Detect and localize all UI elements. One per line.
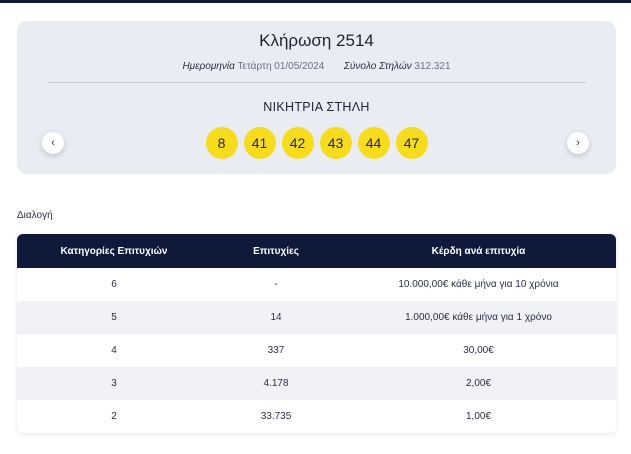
chevron-right-icon: ›: [576, 137, 580, 149]
draw-meta: Ημερομηνία Τετάρτη 01/05/2024 Σύνολο Στη…: [17, 61, 616, 72]
winners-cell: 337: [267, 345, 285, 356]
table-header: Κατηγορίες Επιτυχιών Επιτυχίες Κέρδη ανά…: [17, 234, 616, 268]
table-row: 2 33.735 1,00€: [17, 400, 616, 433]
winning-numbers: 8 41 42 43 44 47: [17, 127, 616, 159]
number-ball: 42: [281, 127, 314, 159]
columns-label: Σύνολο Στηλών: [343, 61, 412, 72]
table-row: 3 4.178 2,00€: [17, 367, 616, 400]
table-row: 4 337 30,00€: [17, 334, 616, 367]
category-cell: 2: [111, 411, 117, 422]
category-cell: 4: [111, 345, 117, 356]
chevron-left-icon: ‹: [51, 137, 55, 149]
results-table: Κατηγορίες Επιτυχιών Επιτυχίες Κέρδη ανά…: [17, 234, 616, 433]
number-ball: 41: [243, 127, 276, 159]
draw-summary-card: Κλήρωση 2514 Ημερομηνία Τετάρτη 01/05/20…: [17, 21, 616, 174]
prize-cell: 1.000,00€ κάθε μήνα για 1 χρόνο: [405, 312, 552, 323]
winners-cell: 14: [270, 312, 282, 323]
winners-cell: -: [274, 279, 278, 290]
number-ball: 44: [357, 127, 390, 159]
table-row: 6 - 10.000,00€ κάθε μήνα για 10 χρόνια: [17, 268, 616, 301]
top-nav-strip: [0, 0, 631, 3]
date-label: Ημερομηνία: [182, 61, 235, 72]
column-header-prize: Κέρδη ανά επιτυχία: [431, 245, 526, 257]
column-header-winners: Επιτυχίες: [253, 245, 299, 257]
category-cell: 3: [111, 378, 117, 389]
draw-title: Κλήρωση 2514: [259, 31, 374, 50]
prize-cell: 2,00€: [465, 378, 492, 389]
previous-draw-button[interactable]: ‹: [42, 132, 64, 154]
prize-cell: 30,00€: [463, 345, 494, 356]
table-row: 5 14 1.000,00€ κάθε μήνα για 1 χρόνο: [17, 301, 616, 334]
section-label: Διαλογή: [17, 210, 53, 221]
divider: [47, 82, 586, 83]
prize-cell: 10.000,00€ κάθε μήνα για 10 χρόνια: [398, 279, 559, 290]
number-ball: 8: [205, 127, 238, 159]
next-draw-button[interactable]: ›: [567, 132, 589, 154]
category-cell: 5: [111, 312, 117, 323]
columns-value: 312.321: [414, 61, 451, 72]
number-ball: 47: [395, 127, 428, 159]
column-header-categories: Κατηγορίες Επιτυχιών: [60, 245, 168, 257]
winners-cell: 4.178: [263, 378, 289, 389]
winning-column-label: ΝΙΚΗΤΡΙΑ ΣΤΗΛΗ: [263, 100, 370, 114]
date-value: Τετάρτη 01/05/2024: [237, 61, 325, 72]
number-ball: 43: [319, 127, 352, 159]
winners-cell: 33.735: [260, 411, 292, 422]
prize-cell: 1,00€: [465, 411, 492, 422]
category-cell: 6: [111, 279, 117, 290]
